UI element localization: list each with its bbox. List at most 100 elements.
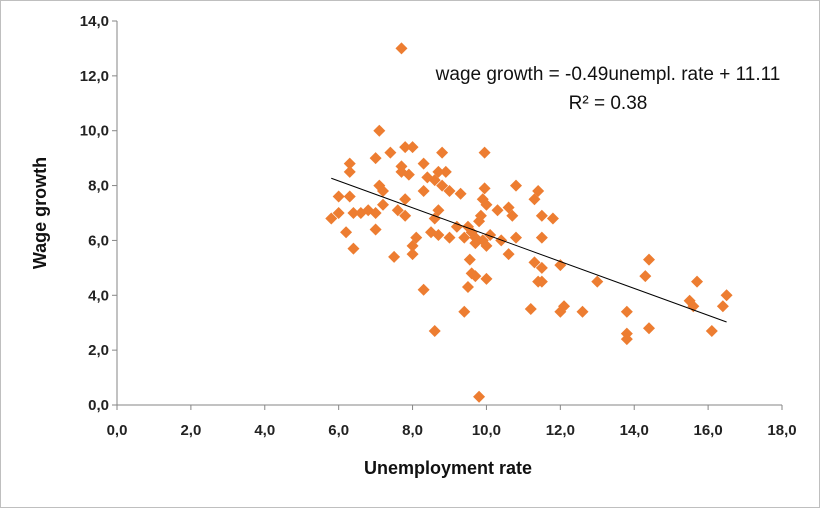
x-tick-label: 18,0 — [767, 422, 796, 439]
scatter-point — [474, 209, 487, 222]
scatter-point — [347, 207, 360, 219]
x-tick-label: 14,0 — [620, 422, 649, 439]
scatter-point — [436, 179, 449, 192]
scatter-point — [502, 248, 515, 261]
scatter-point — [528, 193, 541, 206]
scatter-point — [643, 322, 655, 335]
trendline — [331, 177, 727, 323]
scatter-point — [643, 253, 655, 266]
scatter-point — [384, 146, 397, 159]
scatter-point — [439, 165, 452, 178]
scatter-point — [399, 193, 412, 206]
scatter-point — [369, 223, 382, 236]
data-points — [325, 42, 733, 403]
scatter-point — [591, 275, 604, 288]
scatter-point — [620, 333, 633, 346]
y-tick-label: 0,0 — [88, 397, 109, 414]
scatter-point — [506, 209, 519, 222]
scatter-point — [369, 207, 382, 219]
y-tick-label: 10,0 — [80, 123, 109, 140]
x-tick-label: 8,0 — [402, 422, 423, 439]
y-axis-title: Wage growth — [30, 157, 50, 269]
axes: 0,0 2,0 4,0 6,0 8,0 10,0 12,0 14,0 16,0 18,0 0,0 2,… — [80, 13, 797, 439]
scatter-point — [377, 198, 389, 211]
scatter-point — [450, 220, 463, 233]
x-tick-label: 2,0 — [180, 422, 201, 439]
trendline-layer — [331, 177, 727, 323]
scatter-point — [465, 226, 478, 239]
trendline-equation: wage growth = -0.49unempl. rate + 11.11 — [435, 64, 781, 85]
scatter-point — [395, 42, 408, 55]
scatter-point — [399, 209, 412, 222]
scatter-point — [454, 187, 467, 200]
x-tick-label: 10,0 — [472, 422, 501, 439]
scatter-point — [369, 152, 382, 165]
x-tick-label: 4,0 — [254, 422, 275, 439]
scatter-point — [463, 253, 476, 266]
trendline-r-squared: R² = 0.38 — [569, 93, 648, 114]
scatter-point — [535, 261, 548, 274]
scatter-point — [478, 182, 491, 195]
scatter-point — [716, 300, 729, 313]
scatter-point — [554, 259, 567, 272]
scatter-point — [510, 179, 522, 192]
x-tick-label: 12,0 — [546, 422, 575, 439]
scatter-point — [461, 281, 474, 294]
y-tick-label: 4,0 — [88, 287, 109, 304]
scatter-point — [458, 231, 471, 244]
scatter-point — [417, 185, 430, 198]
y-tick-label: 2,0 — [88, 342, 109, 359]
x-tick-label: 0,0 — [107, 422, 128, 439]
x-tick-label: 6,0 — [328, 422, 349, 439]
scatter-point — [406, 141, 419, 154]
scatter-point — [484, 228, 497, 241]
scatter-point — [432, 228, 445, 241]
scatter-point — [480, 272, 493, 285]
scatter-point — [524, 303, 537, 315]
scatter-point — [443, 185, 456, 198]
scatter-point — [417, 157, 430, 170]
scatter-point — [332, 190, 345, 203]
scatter-point — [705, 324, 718, 337]
y-tick-label: 8,0 — [88, 178, 109, 195]
scatter-point — [347, 242, 360, 255]
scatter-point — [343, 157, 356, 170]
scatter-point — [417, 283, 430, 296]
scatter-point — [391, 204, 404, 217]
y-tick-label: 6,0 — [88, 232, 109, 249]
scatter-point — [480, 198, 493, 211]
scatter-point — [510, 231, 522, 244]
scatter-point — [406, 239, 419, 252]
scatter-point — [458, 305, 471, 318]
scatter-point — [436, 146, 449, 159]
scatter-point — [491, 204, 504, 217]
scatter-point — [421, 171, 434, 184]
scatter-point — [478, 146, 491, 159]
scatter-point — [325, 212, 338, 225]
scatter-point — [402, 168, 415, 181]
y-tick-label: 14,0 — [80, 13, 109, 30]
scatter-point — [373, 124, 386, 137]
scatter-point — [469, 270, 482, 283]
x-axis-title: Unemployment rate — [364, 458, 532, 478]
scatter-point — [340, 226, 353, 239]
scatter-point — [576, 305, 589, 318]
scatter-point — [720, 289, 733, 302]
y-tick-label: 12,0 — [80, 68, 109, 85]
scatter-point — [535, 275, 548, 288]
scatter-point — [406, 248, 419, 261]
scatter-point — [546, 212, 559, 225]
scatter-point — [691, 275, 704, 288]
scatter-point — [332, 207, 345, 219]
x-tick-label: 16,0 — [694, 422, 723, 439]
scatter-point — [388, 250, 401, 263]
scatter-point — [528, 256, 541, 269]
scatter-point — [377, 185, 389, 198]
scatter-point — [399, 141, 412, 154]
scatter-point — [558, 300, 571, 313]
scatter-point — [473, 390, 486, 403]
scatter-point — [535, 209, 548, 222]
scatter-point — [343, 165, 356, 178]
scatter-point — [443, 231, 456, 244]
